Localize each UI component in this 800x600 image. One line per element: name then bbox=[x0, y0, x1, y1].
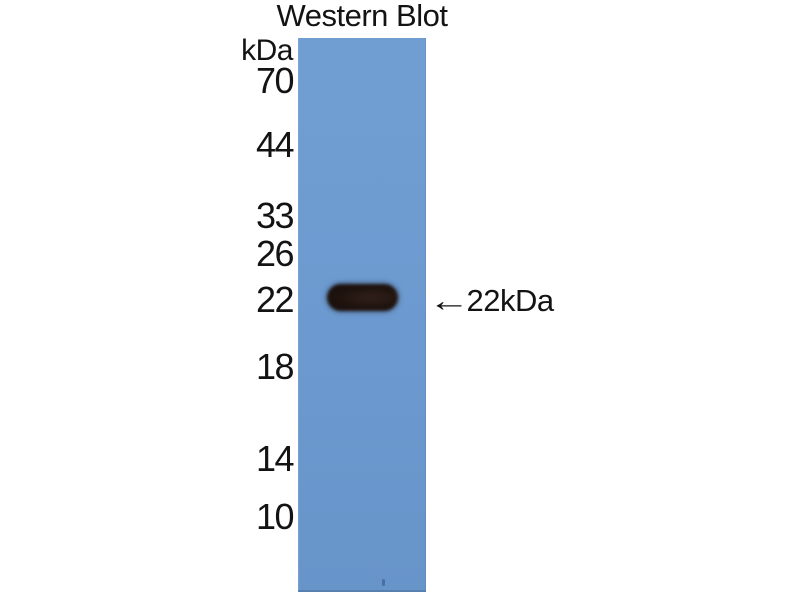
ladder-marker-18: 18 bbox=[255, 346, 295, 387]
ladder-marker-22: 22 bbox=[255, 279, 295, 320]
protein-band bbox=[327, 284, 398, 311]
band-annotation: ←22kDa bbox=[428, 284, 554, 318]
unit-label-kda: kDa bbox=[241, 34, 293, 67]
band-annotation-label: 22kDa bbox=[466, 283, 555, 318]
ladder-marker-26: 26 bbox=[255, 233, 295, 274]
figure-title: Western Blot bbox=[276, 0, 448, 33]
ladder-marker-10: 10 bbox=[255, 496, 295, 537]
gel-lane bbox=[298, 38, 426, 592]
artifact-speck bbox=[382, 579, 385, 586]
ladder-marker-33: 33 bbox=[255, 195, 295, 236]
ladder-marker-44: 44 bbox=[255, 124, 295, 165]
ladder-marker-14: 14 bbox=[255, 438, 295, 479]
ladder-marker-70: 70 bbox=[255, 60, 295, 101]
left-arrow-icon: ← bbox=[428, 283, 470, 318]
